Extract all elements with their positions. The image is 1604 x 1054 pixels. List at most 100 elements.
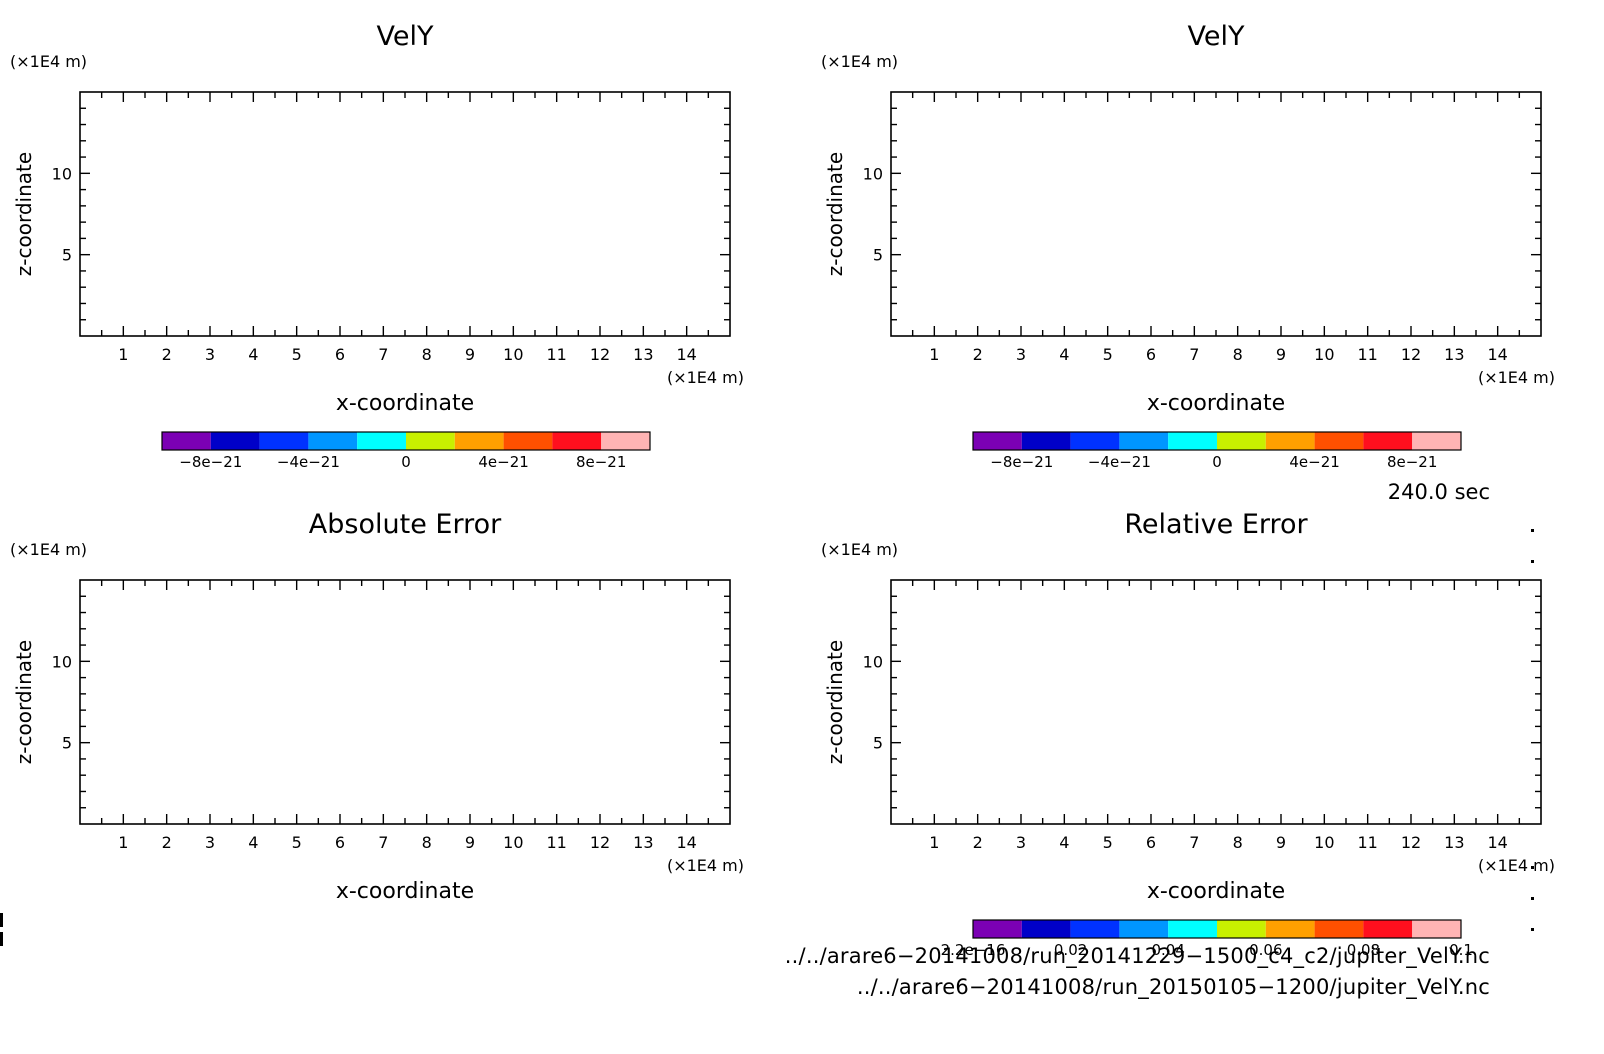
x-tick-label: 14	[1487, 345, 1507, 364]
colorbar-swatch	[1070, 920, 1120, 938]
x-tick-label: 7	[1189, 345, 1199, 364]
edge-mark	[0, 932, 3, 946]
colorbar-swatch	[973, 920, 1022, 938]
colorbar-swatch	[1070, 432, 1120, 450]
colorbar-label: 8e−21	[576, 453, 626, 471]
chart-panel-3: Absolute Error(×1E4 m)1 2 3 4 5 6 7 8 9 10 11 12 13 1…	[10, 509, 744, 904]
plot-frame	[890, 579, 1542, 825]
colorbar-label: 0	[1212, 453, 1222, 471]
colorbar-swatch	[503, 432, 553, 450]
x-tick-label: 13	[1444, 833, 1464, 852]
x-tick-label: 3	[205, 345, 215, 364]
colorbar-label: 8e−21	[1387, 453, 1437, 471]
x-tick-label: 12	[590, 345, 610, 364]
y-tick-label: 5	[62, 246, 72, 265]
x-tick-label: 8	[1233, 345, 1243, 364]
x-tick-label: 3	[1016, 833, 1026, 852]
colorbar-frame	[972, 431, 1462, 451]
colorbar-label: −4e−21	[277, 453, 340, 471]
chart-panel-2: VelY(×1E4 m)1 2 3 4 5 6 7 8 9 10 11 12 13 14510(×1E4 …	[821, 21, 1555, 471]
colorbar-label: 4e−21	[1289, 453, 1339, 471]
y-axis-label: z-coordinate	[12, 152, 36, 276]
colorbar-swatch	[1265, 432, 1315, 450]
colorbar-label: 4e−21	[478, 453, 528, 471]
colorbar-swatch	[162, 432, 211, 450]
x-tick-label: 9	[1276, 833, 1286, 852]
file-path-2: ../../arare6−20141008/run_20150105−1200/…	[856, 975, 1490, 999]
x-tick-label: 9	[465, 833, 475, 852]
x-tick-label: 1	[118, 833, 128, 852]
x-tick-label: 8	[1233, 833, 1243, 852]
chart-title: VelY	[1188, 21, 1245, 52]
x-tick-label: 11	[546, 833, 566, 852]
x-axis-label: x-coordinate	[1147, 391, 1285, 416]
colorbar-swatch	[973, 432, 1022, 450]
colorbar-swatch	[1119, 920, 1169, 938]
colorbar-frame	[972, 919, 1462, 939]
x-tick-label: 1	[929, 833, 939, 852]
y-tick-label: 5	[873, 734, 883, 753]
file-path-1: ../../arare6−20141008/run_20141229−1500_…	[784, 944, 1490, 968]
colorbar-swatch	[1314, 432, 1364, 450]
colorbar-swatch	[1168, 920, 1217, 938]
colorbar-swatch	[552, 432, 602, 450]
colorbar-swatch	[1363, 432, 1413, 450]
y-tick-label: 5	[62, 734, 72, 753]
x-tick-label: 2	[973, 345, 983, 364]
colorbar-swatch	[1119, 432, 1169, 450]
x-tick-label: 2	[162, 833, 172, 852]
x-tick-label: 10	[503, 833, 523, 852]
chart-panel-4: Relative Error(×1E4 m)1 2 3 4 5 6 7 8 9 10 11 12 13 1…	[821, 509, 1555, 959]
colorbar-swatch	[1412, 920, 1461, 938]
x-tick-label: 10	[503, 345, 523, 364]
colorbar-swatch	[357, 432, 406, 450]
stray-dot	[1531, 928, 1534, 931]
colorbar-swatch	[1265, 920, 1315, 938]
y-axis-unit: (×1E4 m)	[10, 52, 87, 71]
y-tick-label: 10	[52, 164, 72, 183]
x-axis-unit: (×1E4 m)	[667, 856, 744, 875]
chart-title: Absolute Error	[309, 509, 502, 540]
colorbar-label: 0.08	[1347, 941, 1380, 959]
colorbar-swatch	[1412, 432, 1461, 450]
colorbar-swatch	[1314, 920, 1364, 938]
x-tick-label: 7	[378, 833, 388, 852]
x-tick-label: 3	[205, 833, 215, 852]
x-tick-label: 14	[1487, 833, 1507, 852]
colorbar-swatch	[1168, 432, 1217, 450]
x-tick-label: 4	[248, 833, 258, 852]
x-tick-label: 5	[1103, 345, 1113, 364]
plot-frame	[79, 91, 731, 337]
x-tick-label: 13	[1444, 345, 1464, 364]
colorbar-label: 0.1	[1449, 941, 1473, 959]
x-tick-label: 4	[248, 345, 258, 364]
x-tick-label: 6	[335, 833, 345, 852]
y-axis-unit: (×1E4 m)	[821, 540, 898, 559]
colorbar-swatch	[1363, 920, 1413, 938]
x-axis-unit: (×1E4 m)	[1478, 856, 1555, 875]
colorbar-label: −8e−21	[179, 453, 242, 471]
x-tick-label: 1	[929, 345, 939, 364]
chart-title: Relative Error	[1124, 509, 1308, 540]
y-tick-label: 10	[52, 652, 72, 671]
y-tick-label: 10	[863, 652, 883, 671]
chart-panel-1: VelY(×1E4 m)1 2 3 4 5 6 7 8 9 10 11 12 13 14510(×1E4 …	[10, 21, 744, 471]
colorbar-swatch	[1021, 432, 1071, 450]
x-tick-label: 14	[676, 345, 696, 364]
colorbar-label: 0.06	[1249, 941, 1282, 959]
stray-dot	[1531, 866, 1534, 869]
colorbar-label: −8e−21	[990, 453, 1053, 471]
y-tick-label: 5	[873, 246, 883, 265]
colorbar-swatch	[406, 432, 455, 450]
x-tick-label: 10	[1314, 345, 1334, 364]
x-tick-label: 6	[1146, 345, 1156, 364]
colorbar-swatch	[1021, 920, 1071, 938]
x-tick-label: 13	[633, 833, 653, 852]
x-tick-label: 10	[1314, 833, 1334, 852]
plot-frame	[79, 579, 731, 825]
x-tick-label: 6	[1146, 833, 1156, 852]
x-axis-unit: (×1E4 m)	[667, 368, 744, 387]
x-tick-label: 12	[590, 833, 610, 852]
colorbar-label: −4e−21	[1088, 453, 1151, 471]
